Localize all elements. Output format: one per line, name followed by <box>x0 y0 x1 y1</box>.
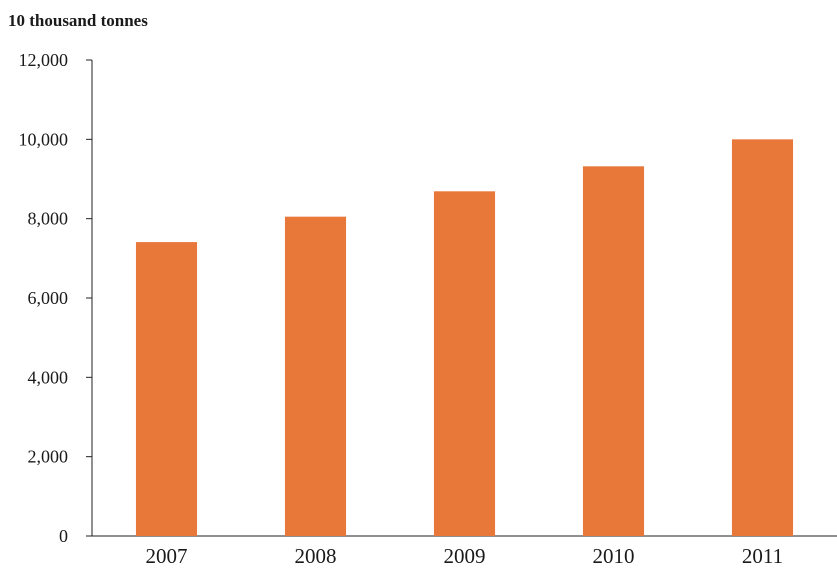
y-tick-label: 4,000 <box>28 367 69 387</box>
y-tick-label: 0 <box>59 526 68 546</box>
unit-label: 10 thousand tonnes <box>8 11 148 30</box>
x-tick-label-2009: 2009 <box>444 544 486 568</box>
bar-2008 <box>284 216 347 536</box>
bar-2009 <box>433 191 496 536</box>
x-tick-label-2007: 2007 <box>146 544 188 568</box>
x-label-group: 2007 2008 2009 2010 2011 <box>146 544 784 568</box>
bar-2011 <box>731 139 794 537</box>
x-tick-label-2011: 2011 <box>742 544 783 568</box>
x-tick-label-2008: 2008 <box>295 544 337 568</box>
y-tick-label: 2,000 <box>28 447 69 467</box>
y-tick-group: 0 2,000 4,000 6,000 8,000 10,000 12,000 <box>19 50 92 546</box>
y-tick-label: 6,000 <box>28 288 69 308</box>
y-tick-label: 10,000 <box>19 129 69 149</box>
x-tick-label-2010: 2010 <box>593 544 635 568</box>
bar-2010 <box>582 166 645 536</box>
y-tick-label: 12,000 <box>19 50 69 70</box>
bar-2007 <box>135 242 198 536</box>
bar-group <box>135 139 794 537</box>
y-tick-label: 8,000 <box>28 209 69 229</box>
